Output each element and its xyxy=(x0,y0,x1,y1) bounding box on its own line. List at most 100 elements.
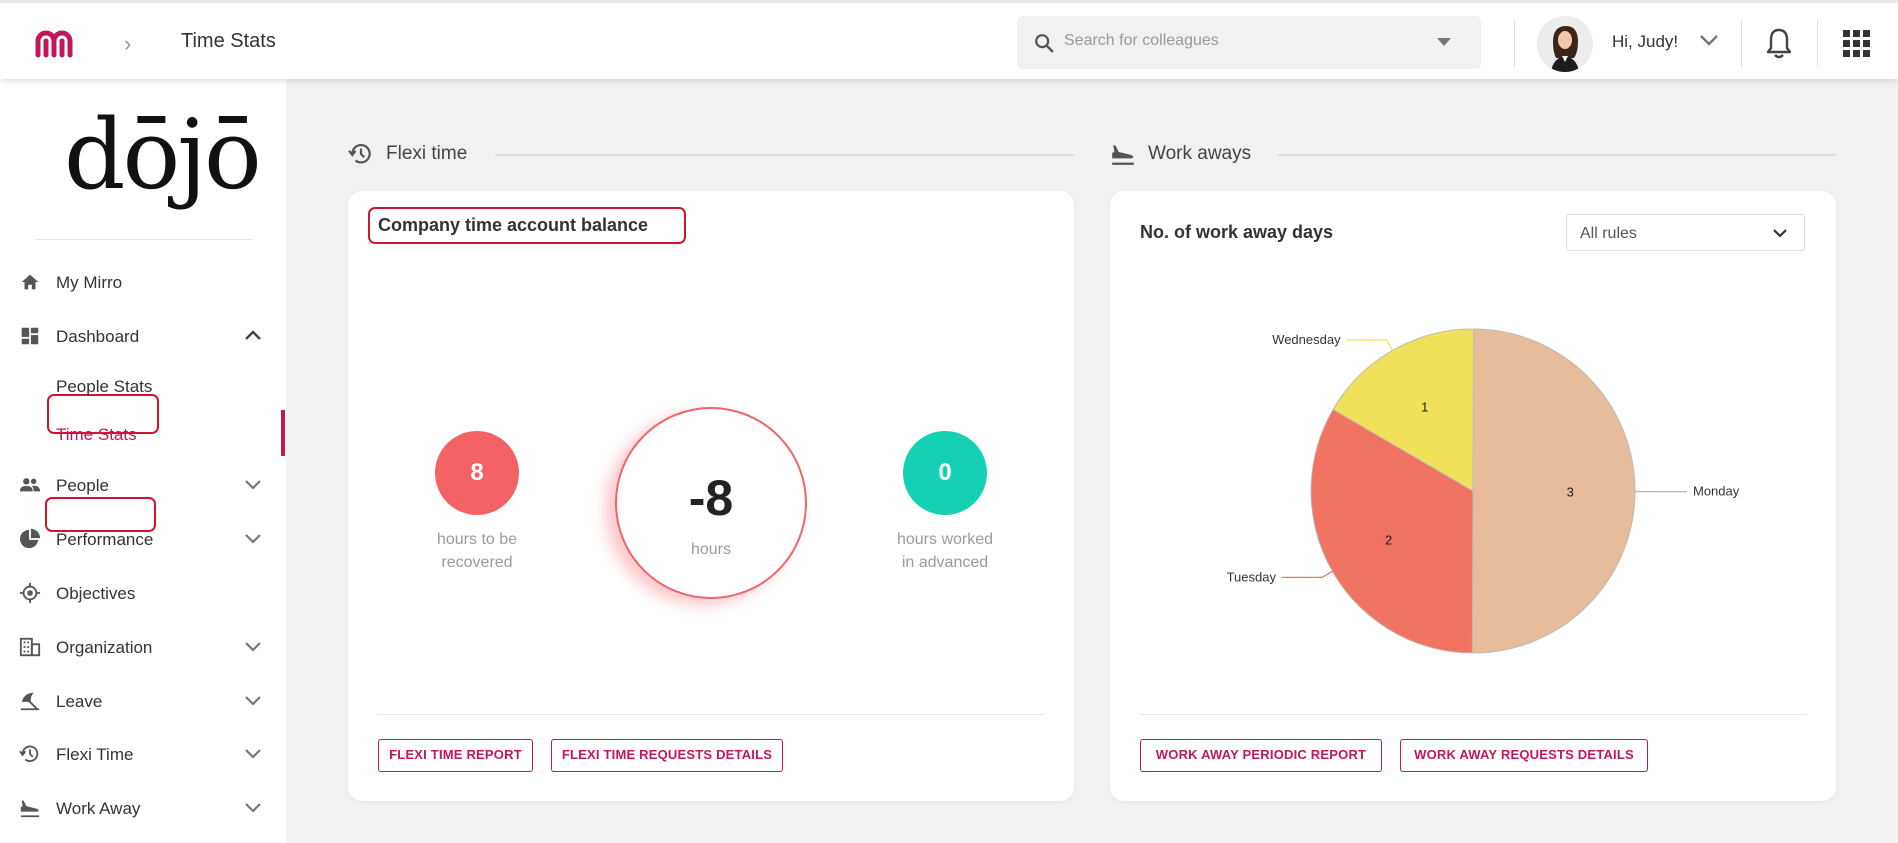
highlight-box xyxy=(47,394,159,434)
sidebar-item-label: Leave xyxy=(56,692,103,711)
highlight-box xyxy=(368,207,686,244)
umbrella-icon xyxy=(20,692,40,711)
pie-category-label: Monday xyxy=(1693,484,1740,499)
search-placeholder: Search for colleagues xyxy=(1064,32,1219,49)
section-title: Work aways xyxy=(1148,143,1252,164)
pie-value-label: 2 xyxy=(1385,532,1392,547)
rules-select[interactable]: All rules xyxy=(1566,214,1805,251)
chevron-down-icon[interactable] xyxy=(244,694,262,706)
plane-icon xyxy=(20,800,40,818)
plane-icon xyxy=(1112,145,1134,165)
chevron-down-icon[interactable] xyxy=(244,801,262,813)
select-value: All rules xyxy=(1580,225,1637,242)
sidebar-item-label: Dashboard xyxy=(56,327,140,346)
sidebar-item-performance[interactable]: Performance xyxy=(0,519,286,559)
divider xyxy=(1140,714,1806,715)
card-title: Company time account balance xyxy=(378,215,649,235)
sidebar-item-objectives[interactable]: Objectives xyxy=(0,573,286,613)
chevron-up-icon[interactable] xyxy=(244,329,262,341)
pie-value-label: 3 xyxy=(1567,484,1574,499)
history-icon xyxy=(19,745,39,763)
balance-unit: hours xyxy=(690,541,732,558)
user-avatar-icon xyxy=(1537,16,1593,72)
sidebar-item-dashboard[interactable]: Dashboard xyxy=(0,316,286,356)
dashboard-icon xyxy=(21,327,39,345)
divider xyxy=(378,714,1044,715)
people-icon xyxy=(19,478,41,492)
divider xyxy=(1278,154,1836,156)
building-icon xyxy=(19,637,41,657)
dropdown-caret-icon[interactable] xyxy=(1437,38,1451,46)
balance-value: -8 xyxy=(688,470,734,526)
target-icon xyxy=(19,582,41,604)
sidebar: dōjō My Mirro Dashboard People Stats Tim… xyxy=(0,79,286,843)
pie-value-label: 1 xyxy=(1421,400,1428,415)
divider xyxy=(1514,19,1515,67)
sidebar-item-label: Work Away xyxy=(56,799,141,818)
sidebar-item-label: My Mirro xyxy=(56,273,123,292)
home-icon xyxy=(21,274,39,290)
sidebar-item-work-away[interactable]: Work Away xyxy=(0,788,286,828)
advanced-bubble: 0 xyxy=(903,431,987,515)
section-header-flexi: Flexi time xyxy=(348,139,1074,169)
chevron-down-icon[interactable] xyxy=(244,532,262,544)
bell-icon[interactable] xyxy=(1765,27,1793,59)
search-icon xyxy=(1035,34,1054,53)
sidebar-item-leave[interactable]: Leave xyxy=(0,681,286,721)
chevron-right-icon: › xyxy=(124,31,132,56)
sidebar-item-my-mirro[interactable]: My Mirro xyxy=(0,262,286,302)
chevron-down-icon[interactable] xyxy=(244,747,262,759)
caption-line: in advanced xyxy=(901,554,989,571)
sidebar-item-organization[interactable]: Organization xyxy=(0,627,286,667)
apps-grid-icon[interactable] xyxy=(1843,30,1870,57)
sidebar-item-label: Performance xyxy=(56,530,154,549)
sidebar-subitem-time-stats[interactable]: Time Stats xyxy=(56,425,137,444)
chevron-down-icon[interactable] xyxy=(244,640,262,652)
section-header-work-aways: Work aways xyxy=(1110,139,1836,169)
dojo-logo: dōjō xyxy=(64,99,262,211)
recover-caption: hours to be recovered xyxy=(402,528,552,574)
work-away-pie-chart: 3 Monday 2 Tuesday 1 Wednesday xyxy=(1227,328,1740,654)
pie-category-label: Tuesday xyxy=(1227,569,1277,584)
caption-line: recovered xyxy=(441,554,513,571)
sidebar-item-label: Organization xyxy=(56,638,153,657)
divider xyxy=(1817,19,1818,67)
app-logo-icon[interactable] xyxy=(34,27,82,59)
work-away-requests-details-button[interactable]: WORK AWAY REQUESTS DETAILS xyxy=(1400,739,1648,772)
pie-leader-line xyxy=(1281,570,1333,578)
divider xyxy=(36,239,252,240)
caption-line: hours worked xyxy=(896,531,994,548)
card-title: No. of work away days xyxy=(1140,222,1334,242)
pie-leader-line xyxy=(1346,339,1394,351)
chevron-down-icon xyxy=(1773,229,1787,238)
page-title: Time Stats xyxy=(181,30,276,52)
caption-line: hours to be xyxy=(436,531,518,548)
active-indicator xyxy=(281,410,285,456)
highlight-box xyxy=(45,497,156,532)
sidebar-item-flexi-time[interactable]: Flexi Time xyxy=(0,734,286,774)
flexi-time-requests-details-button[interactable]: FLEXI TIME REQUESTS DETAILS xyxy=(551,739,783,772)
sidebar-item-label: Objectives xyxy=(56,584,136,603)
work-away-periodic-report-button[interactable]: WORK AWAY PERIODIC REPORT xyxy=(1140,739,1382,772)
advanced-caption: hours worked in advanced xyxy=(870,528,1020,574)
top-bar: › Time Stats Search for colleagues Hi, J… xyxy=(0,0,1898,79)
search-input[interactable]: Search for colleagues xyxy=(1017,16,1481,69)
history-icon xyxy=(348,143,371,164)
pie-chart-icon xyxy=(19,528,41,549)
user-greeting[interactable]: Hi, Judy! xyxy=(1612,32,1679,51)
pie-slice-monday[interactable] xyxy=(1471,328,1636,654)
balance-ring: -8 hours xyxy=(615,407,807,599)
divider xyxy=(495,154,1074,156)
sidebar-item-label: Flexi Time xyxy=(56,745,134,764)
avatar[interactable] xyxy=(1537,16,1593,72)
sidebar-item-label: People xyxy=(56,476,109,495)
divider xyxy=(1741,19,1742,67)
section-title: Flexi time xyxy=(386,143,468,164)
sidebar-item-people[interactable]: People xyxy=(0,465,286,505)
chevron-down-icon[interactable] xyxy=(244,478,262,490)
recover-bubble: 8 xyxy=(435,431,519,515)
sidebar-subitem-people-stats[interactable]: People Stats xyxy=(56,377,153,396)
pie-category-label: Wednesday xyxy=(1272,332,1341,347)
chevron-down-icon[interactable] xyxy=(1699,33,1719,47)
flexi-time-report-button[interactable]: FLEXI TIME REPORT xyxy=(378,739,533,772)
